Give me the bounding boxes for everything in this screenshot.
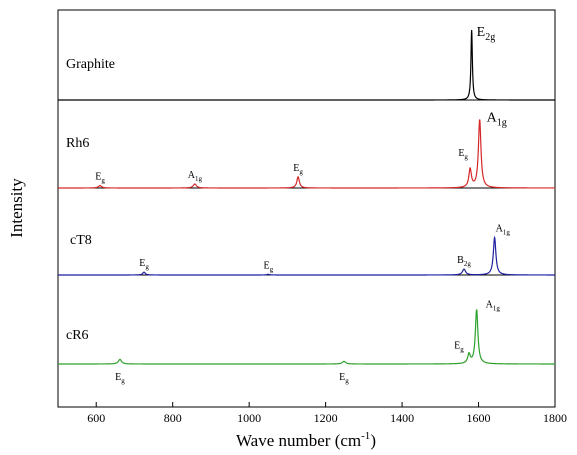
peak-label: Eg: [95, 172, 105, 185]
peak-label: A1g: [486, 300, 501, 313]
series-rh6-line: [58, 119, 555, 189]
series-graphite-line: [58, 29, 555, 101]
peak-label: A1g: [188, 170, 203, 183]
peak-label: Eg: [263, 260, 273, 273]
panel-label-graphite: Graphite: [66, 57, 115, 72]
peak-label: Eg: [454, 341, 464, 354]
plot-frame: [57, 9, 556, 408]
peak-labels: E2g Eg A1g Eg Eg A1g Eg Eg B2g A1g Eg Eg Eg A1g: [95, 25, 510, 385]
peak-label: Eg: [115, 372, 125, 385]
y-axis-title: Intensity: [7, 178, 26, 238]
x-tick-label: 1200: [314, 411, 338, 425]
peak-label: E2g: [477, 25, 496, 43]
x-tick-label: 1800: [543, 411, 567, 425]
peak-label: Eg: [293, 163, 303, 176]
series-ct8-line: [58, 235, 555, 276]
peak-label: B2g: [457, 255, 471, 268]
spectra-series: [58, 29, 555, 365]
x-tick-label: 1400: [390, 411, 414, 425]
x-axis-title-base: Wave number (cm: [236, 431, 361, 450]
panel-label-ct8: cT8: [70, 233, 92, 248]
x-tick-label: 600: [87, 411, 105, 425]
peak-label: Eg: [139, 258, 149, 271]
x-tick-label: 1600: [467, 411, 491, 425]
x-tick-label: 800: [164, 411, 182, 425]
peak-label: Eg: [458, 148, 468, 161]
x-axis-title: Wave number (cm-1): [236, 430, 376, 450]
series-cr6-line: [58, 309, 555, 365]
x-axis: 600 800 1000 1200 1400 1600 1800: [87, 402, 567, 425]
panel-label-cr6: cR6: [66, 328, 89, 343]
peak-label: Eg: [339, 372, 349, 385]
x-tick-label: 1000: [237, 411, 261, 425]
peak-label: A1g: [496, 224, 511, 237]
peak-label: A1g: [487, 111, 507, 129]
panel-names: Graphite Rh6 cT8 cR6: [66, 57, 115, 343]
x-axis-title-close: ): [370, 431, 376, 450]
x-axis-title-sup: -1: [361, 430, 370, 442]
panel-label-rh6: Rh6: [66, 136, 89, 151]
